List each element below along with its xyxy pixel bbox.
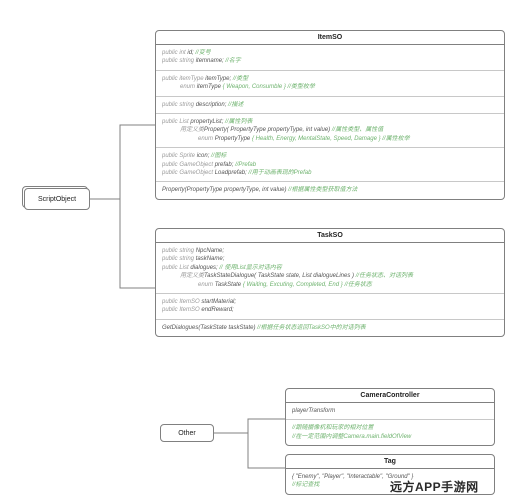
other-label: Other	[178, 430, 196, 437]
connector	[90, 125, 155, 199]
connector	[214, 433, 285, 468]
code-line: public GameObject Loadprefab; //用于动画表现的P…	[162, 169, 498, 177]
code-line: //在一定范围内调整Camera.main.fieldOfView	[292, 433, 488, 441]
footer-text: 远方APP手游网	[390, 478, 479, 495]
other-node: Other	[160, 424, 214, 442]
code-line: public string itemname; //名字	[162, 57, 498, 65]
cameracontroller-body: playerTransform //跟随摄像机和玩家的相对位置 //在一定范围内…	[286, 403, 494, 445]
code-line: public List propertyList; //属性列表	[162, 118, 498, 126]
taskso-body: public string NpcName;public string task…	[156, 243, 504, 336]
itemso-node: ItemSO public int id; //变号public string …	[155, 30, 505, 200]
cameracontroller-title: CameraController	[286, 389, 494, 403]
code-line: public itemType itemType; //类型	[162, 75, 498, 83]
code-line: //跟随摄像机和玩家的相对位置	[292, 424, 488, 432]
code-line: public GameObject prefab; //Prefab	[162, 161, 498, 169]
code-line: 用定义类Property( PropertyType propertyType,…	[162, 126, 498, 134]
code-line: enum TaskState { Waiting, Excuting, Comp…	[162, 281, 498, 289]
cameracontroller-node: CameraController playerTransform //跟随摄像机…	[285, 388, 495, 446]
code-line: playerTransform	[292, 407, 488, 415]
code-line: public string taskName;	[162, 255, 498, 263]
code-line: public string NpcName;	[162, 247, 498, 255]
code-line: public string description; //描述	[162, 101, 498, 109]
scriptobject-label: ScriptObject	[38, 196, 76, 203]
code-line: Property(PropertyType propertyType, int …	[162, 186, 498, 194]
scriptobject-node: ScriptObject	[24, 188, 90, 210]
diagram-canvas: ScriptObject Other ItemSO public int id;…	[0, 0, 526, 500]
code-line: public Sprite icon; //图标	[162, 152, 498, 160]
tag-title: Tag	[286, 455, 494, 469]
taskso-node: TaskSO public string NpcName;public stri…	[155, 228, 505, 337]
code-line: public ItemSO endReward;	[162, 306, 498, 314]
code-line: public int id; //变号	[162, 49, 498, 57]
code-line: GetDialogues(TaskState taskState) //根据任务…	[162, 324, 498, 332]
itemso-title: ItemSO	[156, 31, 504, 45]
connector	[214, 419, 285, 433]
code-line: public List dialogues; // 使用List显示对话内容	[162, 264, 498, 272]
code-line: enum PropertyType { Health, Energy, Ment…	[162, 135, 498, 143]
itemso-body: public int id; //变号public string itemnam…	[156, 45, 504, 199]
code-line: enum itemType { Weapon, Consumble } //类型…	[162, 83, 498, 91]
connector	[90, 199, 155, 288]
code-line: public ItemSO startMaterial;	[162, 298, 498, 306]
taskso-title: TaskSO	[156, 229, 504, 243]
code-line: 用定义类TaskStateDialogue( TaskState state, …	[162, 272, 498, 280]
